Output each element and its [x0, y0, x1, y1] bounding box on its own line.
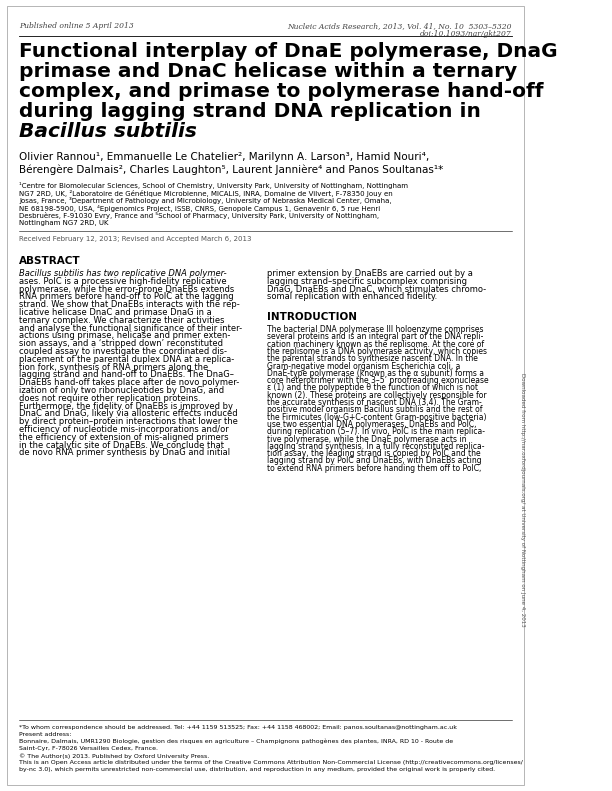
- Text: DnaEBs hand-off takes place after de novo polymer-: DnaEBs hand-off takes place after de nov…: [19, 378, 239, 388]
- Text: by-nc 3.0), which permits unrestricted non-commercial use, distribution, and rep: by-nc 3.0), which permits unrestricted n…: [19, 767, 495, 772]
- Text: This is an Open Access article distributed under the terms of the Creative Commo: This is an Open Access article distribut…: [19, 760, 523, 765]
- Text: Functional interplay of DnaE polymerase, DnaG: Functional interplay of DnaE polymerase,…: [19, 42, 558, 61]
- Text: Desbruères, F-91030 Evry, France and ⁵School of Pharmacy, University Park, Unive: Desbruères, F-91030 Evry, France and ⁵Sc…: [19, 212, 379, 219]
- Text: Bonnaire, Dalmais, UMR1290 Biologie, gestion des risques en agriculture – Champi: Bonnaire, Dalmais, UMR1290 Biologie, ges…: [19, 739, 453, 744]
- Text: doi:10.1093/nar/gkt207: doi:10.1093/nar/gkt207: [420, 30, 512, 38]
- Text: in the catalytic site of DnaEBs. We conclude that: in the catalytic site of DnaEBs. We conc…: [19, 441, 224, 449]
- Text: during replication (5–7). In vivo, PolC is the main replica-: during replication (5–7). In vivo, PolC …: [267, 427, 485, 436]
- Text: DnaE-type polymerase (known as the α subunit) forms a: DnaE-type polymerase (known as the α sub…: [267, 369, 484, 378]
- Text: the Firmicutes (low-G+C-content Gram-positive bacteria): the Firmicutes (low-G+C-content Gram-pos…: [267, 413, 487, 422]
- Text: core heterotrimer with the 3–5’ proofreading exonuclease: core heterotrimer with the 3–5’ proofrea…: [267, 376, 488, 385]
- Text: Josas, France, ³Department of Pathology and Microbiology, University of Nebraska: Josas, France, ³Department of Pathology …: [19, 197, 392, 204]
- Text: the parental strands to synthesize nascent DNA. In the: the parental strands to synthesize nasce…: [267, 354, 478, 363]
- Text: strand. We show that DnaEBs interacts with the rep-: strand. We show that DnaEBs interacts wi…: [19, 301, 240, 309]
- Text: Published online 5 April 2013: Published online 5 April 2013: [19, 22, 134, 30]
- Text: Present address:: Present address:: [19, 732, 72, 737]
- Text: polymerase, while the error-prone DnaEBs extends: polymerase, while the error-prone DnaEBs…: [19, 285, 234, 293]
- Text: licative helicase DnaC and primase DnaG in a: licative helicase DnaC and primase DnaG …: [19, 308, 212, 317]
- Text: sion assays, and a ‘stripped down’ reconstituted: sion assays, and a ‘stripped down’ recon…: [19, 339, 223, 348]
- Text: Bacillus subtilis has two replicative DNA polymer-: Bacillus subtilis has two replicative DN…: [19, 269, 226, 278]
- Text: primase and DnaC helicase within a ternary: primase and DnaC helicase within a terna…: [19, 62, 517, 81]
- Text: *To whom correspondence should be addressed. Tel: +44 1159 513525; Fax: +44 1158: *To whom correspondence should be addres…: [19, 725, 457, 730]
- Text: placement of the parental duplex DNA at a replica-: placement of the parental duplex DNA at …: [19, 355, 234, 364]
- Text: complex, and primase to polymerase hand-off: complex, and primase to polymerase hand-…: [19, 82, 543, 101]
- Text: lagging strand by PolC and DnaEBs, with DnaEBs acting: lagging strand by PolC and DnaEBs, with …: [267, 456, 482, 465]
- Text: and analyse the functional significance of their inter-: and analyse the functional significance …: [19, 324, 242, 332]
- Text: Furthermore, the fidelity of DnaEBs is improved by: Furthermore, the fidelity of DnaEBs is i…: [19, 402, 233, 411]
- Text: ¹Centre for Biomolecular Sciences, School of Chemistry, University Park, Univers: ¹Centre for Biomolecular Sciences, Schoo…: [19, 182, 408, 189]
- Text: somal replication with enhanced fidelity.: somal replication with enhanced fidelity…: [267, 293, 438, 301]
- Text: DnaG, DnaEBs and DnaC, which stimulates chromo-: DnaG, DnaEBs and DnaC, which stimulates …: [267, 285, 486, 293]
- Text: several proteins and is an integral part of the DNA repli-: several proteins and is an integral part…: [267, 332, 483, 341]
- Text: lagging strand and hand-off to DnaEBs. The DnaG–: lagging strand and hand-off to DnaEBs. T…: [19, 370, 234, 380]
- Text: NG7 2RD, UK, ²Laboratoire de Génétique Microbienne, MICALIS, INRA, Domaine de Vi: NG7 2RD, UK, ²Laboratoire de Génétique M…: [19, 190, 393, 196]
- Text: the replisome is a DNA polymerase activity, which copies: the replisome is a DNA polymerase activi…: [267, 347, 487, 356]
- Text: de novo RNA primer synthesis by DnaG and initial: de novo RNA primer synthesis by DnaG and…: [19, 448, 230, 457]
- Text: Saint-Cyr, F-78026 Versailles Cedex, France.: Saint-Cyr, F-78026 Versailles Cedex, Fra…: [19, 746, 158, 751]
- Text: positive model organism Bacillus subtilis and the rest of: positive model organism Bacillus subtili…: [267, 405, 482, 414]
- Text: Nottingham NG7 2RD, UK: Nottingham NG7 2RD, UK: [19, 219, 108, 225]
- Text: Olivier Rannou¹, Emmanuelle Le Chatelier², Marilynn A. Larson³, Hamid Nouri⁴,: Olivier Rannou¹, Emmanuelle Le Chatelier…: [19, 152, 430, 162]
- Text: use two essential DNA polymerases, DnaEBs and PolC,: use two essential DNA polymerases, DnaEB…: [267, 420, 477, 429]
- Text: The bacterial DNA polymerase III holoenzyme comprises: The bacterial DNA polymerase III holoenz…: [267, 325, 483, 334]
- Text: ization of only two ribonucleotides by DnaG, and: ization of only two ribonucleotides by D…: [19, 386, 224, 395]
- Text: the accurate synthesis of nascent DNA (3,4). The Gram-: the accurate synthesis of nascent DNA (3…: [267, 398, 482, 407]
- Text: actions using primase, helicase and primer exten-: actions using primase, helicase and prim…: [19, 331, 231, 340]
- Text: Bacillus subtilis: Bacillus subtilis: [19, 122, 197, 141]
- Text: cation machinery known as the replisome. At the core of: cation machinery known as the replisome.…: [267, 339, 484, 349]
- Text: does not require other replication proteins.: does not require other replication prote…: [19, 394, 201, 403]
- Text: ternary complex. We characterize their activities: ternary complex. We characterize their a…: [19, 316, 225, 325]
- Text: RNA primers before hand-off to PolC at the lagging: RNA primers before hand-off to PolC at t…: [19, 293, 234, 301]
- Text: Gram-negative model organism Escherichia coli, a: Gram-negative model organism Escherichia…: [267, 361, 460, 370]
- Text: © The Author(s) 2013. Published by Oxford University Press.: © The Author(s) 2013. Published by Oxfor…: [19, 753, 209, 759]
- Text: during lagging strand DNA replication in: during lagging strand DNA replication in: [19, 102, 481, 121]
- Text: tion fork, synthesis of RNA primers along the: tion fork, synthesis of RNA primers alon…: [19, 362, 208, 372]
- Text: coupled assay to investigate the coordinated dis-: coupled assay to investigate the coordin…: [19, 347, 227, 356]
- Text: efficiency of nucleotide mis-incorporations and/or: efficiency of nucleotide mis-incorporati…: [19, 425, 229, 434]
- Text: Nucleic Acids Research, 2013, Vol. 41, No. 10  5303–5320: Nucleic Acids Research, 2013, Vol. 41, N…: [287, 22, 512, 30]
- Text: Bérengère Dalmais², Charles Laughton⁵, Laurent Jannière⁴ and Panos Soultanas¹*: Bérengère Dalmais², Charles Laughton⁵, L…: [19, 164, 443, 175]
- Text: ases. PolC is a processive high-fidelity replicative: ases. PolC is a processive high-fidelity…: [19, 277, 226, 286]
- Text: lagging strand–specific subcomplex comprising: lagging strand–specific subcomplex compr…: [267, 277, 467, 286]
- Text: primer extension by DnaEBs are carried out by a: primer extension by DnaEBs are carried o…: [267, 269, 473, 278]
- Text: ε (1) and the polypeptide θ the function of which is not: ε (1) and the polypeptide θ the function…: [267, 384, 478, 392]
- Text: tive polymerase, while the DnaE polymerase acts in: tive polymerase, while the DnaE polymera…: [267, 434, 466, 444]
- Text: Received February 12, 2013; Revised and Accepted March 6, 2013: Received February 12, 2013; Revised and …: [19, 236, 252, 242]
- Text: to extend RNA primers before handing them off to PolC,: to extend RNA primers before handing the…: [267, 464, 482, 473]
- Text: lagging strand synthesis. In a fully reconstituted replica-: lagging strand synthesis. In a fully rec…: [267, 442, 485, 451]
- Text: ABSTRACT: ABSTRACT: [19, 256, 81, 266]
- Text: DnaC and DnaG, likely via allosteric effects induced: DnaC and DnaG, likely via allosteric eff…: [19, 410, 237, 418]
- Text: tion assay, the leading strand is copied by PolC and the: tion assay, the leading strand is copied…: [267, 449, 480, 458]
- Text: INTRODUCTION: INTRODUCTION: [267, 312, 357, 322]
- Text: the efficiency of extension of mis-aligned primers: the efficiency of extension of mis-align…: [19, 433, 229, 442]
- Text: by direct protein–protein interactions that lower the: by direct protein–protein interactions t…: [19, 417, 238, 426]
- Text: known (2). These proteins are collectively responsible for: known (2). These proteins are collective…: [267, 391, 487, 399]
- Text: Downloaded from http://nar.oxfordjournals.org/ at University of Nottingham on Ju: Downloaded from http://nar.oxfordjournal…: [520, 373, 525, 627]
- Text: NE 68198-5900, USA, ⁴Epigenomics Project, iSSB, CNRS, Genopole Campus 1, Genaven: NE 68198-5900, USA, ⁴Epigenomics Project…: [19, 205, 380, 211]
